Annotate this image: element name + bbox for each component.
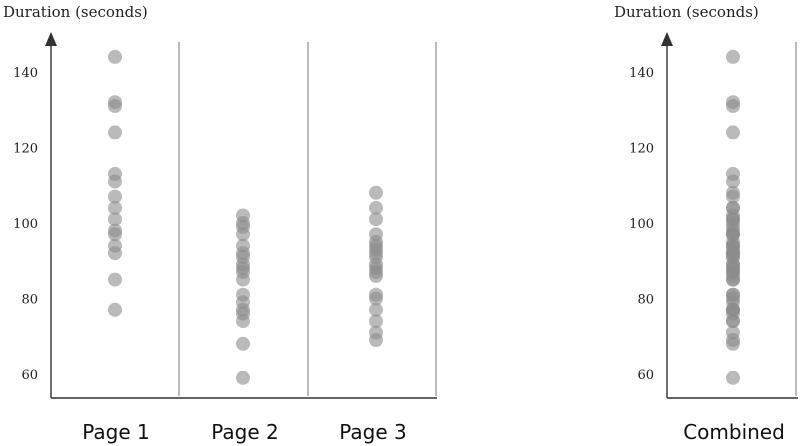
y-tick-label: 140 — [629, 66, 654, 81]
data-point — [369, 212, 383, 227]
data-point — [369, 200, 383, 215]
data-point — [726, 99, 740, 113]
data-point — [108, 227, 122, 242]
data-point — [108, 200, 122, 215]
y-tick-label: 140 — [13, 66, 38, 81]
y-tick-label: 100 — [629, 217, 654, 232]
data-point — [108, 174, 122, 189]
data-point — [236, 336, 250, 351]
data-point — [369, 291, 383, 306]
y-axis-arrow-combined — [661, 32, 673, 46]
y-tick-label: 60 — [637, 368, 654, 383]
category-label: Page 3 — [339, 420, 407, 444]
data-point — [108, 212, 122, 227]
data-point — [726, 333, 740, 347]
data-point — [726, 268, 740, 283]
data-point — [236, 314, 250, 329]
category-label: Combined — [683, 420, 785, 444]
data-point — [369, 268, 383, 283]
data-point — [369, 185, 383, 200]
data-points — [108, 49, 383, 385]
category-labels: Page 1 Page 2 Page 3 — [82, 420, 407, 444]
y-axis-arrow — [45, 32, 57, 46]
data-point — [726, 291, 740, 306]
y-tick-label: 80 — [21, 293, 38, 308]
y-tick-label: 120 — [629, 142, 654, 157]
data-point — [369, 302, 383, 317]
data-point — [236, 227, 250, 242]
y-tick-label: 100 — [13, 217, 38, 232]
data-point — [108, 125, 122, 140]
data-point — [108, 272, 122, 287]
data-point — [108, 302, 122, 317]
data-point — [726, 185, 740, 200]
y-tick-labels: 60 80 100 120 140 — [13, 66, 38, 383]
data-points-combined — [726, 49, 740, 385]
category-label: Page 1 — [82, 420, 150, 444]
data-point — [108, 246, 122, 261]
data-point — [726, 49, 740, 64]
combined-chart: Duration (seconds) 60 80 100 120 140 Combine… — [614, 3, 798, 444]
data-point — [236, 370, 250, 385]
y-tick-label: 60 — [21, 368, 38, 383]
data-point — [369, 333, 383, 347]
y-tick-label: 120 — [13, 142, 38, 157]
y-tick-label: 80 — [637, 293, 654, 308]
data-point — [726, 125, 740, 140]
data-point — [108, 49, 122, 64]
y-axis-title-combined: Duration (seconds) — [614, 3, 759, 21]
data-point — [108, 99, 122, 113]
data-point — [726, 302, 740, 317]
category-labels-combined: Combined — [683, 420, 785, 444]
category-label: Page 2 — [211, 420, 279, 444]
y-axis-title: Duration (seconds) — [3, 3, 148, 21]
y-tick-labels-combined: 60 80 100 120 140 — [629, 66, 654, 383]
data-point — [726, 212, 740, 227]
data-point — [108, 189, 122, 204]
data-point — [236, 272, 250, 287]
data-point — [369, 314, 383, 329]
data-point — [726, 200, 740, 215]
data-point — [726, 370, 740, 385]
data-point — [726, 174, 740, 189]
data-point — [726, 314, 740, 329]
